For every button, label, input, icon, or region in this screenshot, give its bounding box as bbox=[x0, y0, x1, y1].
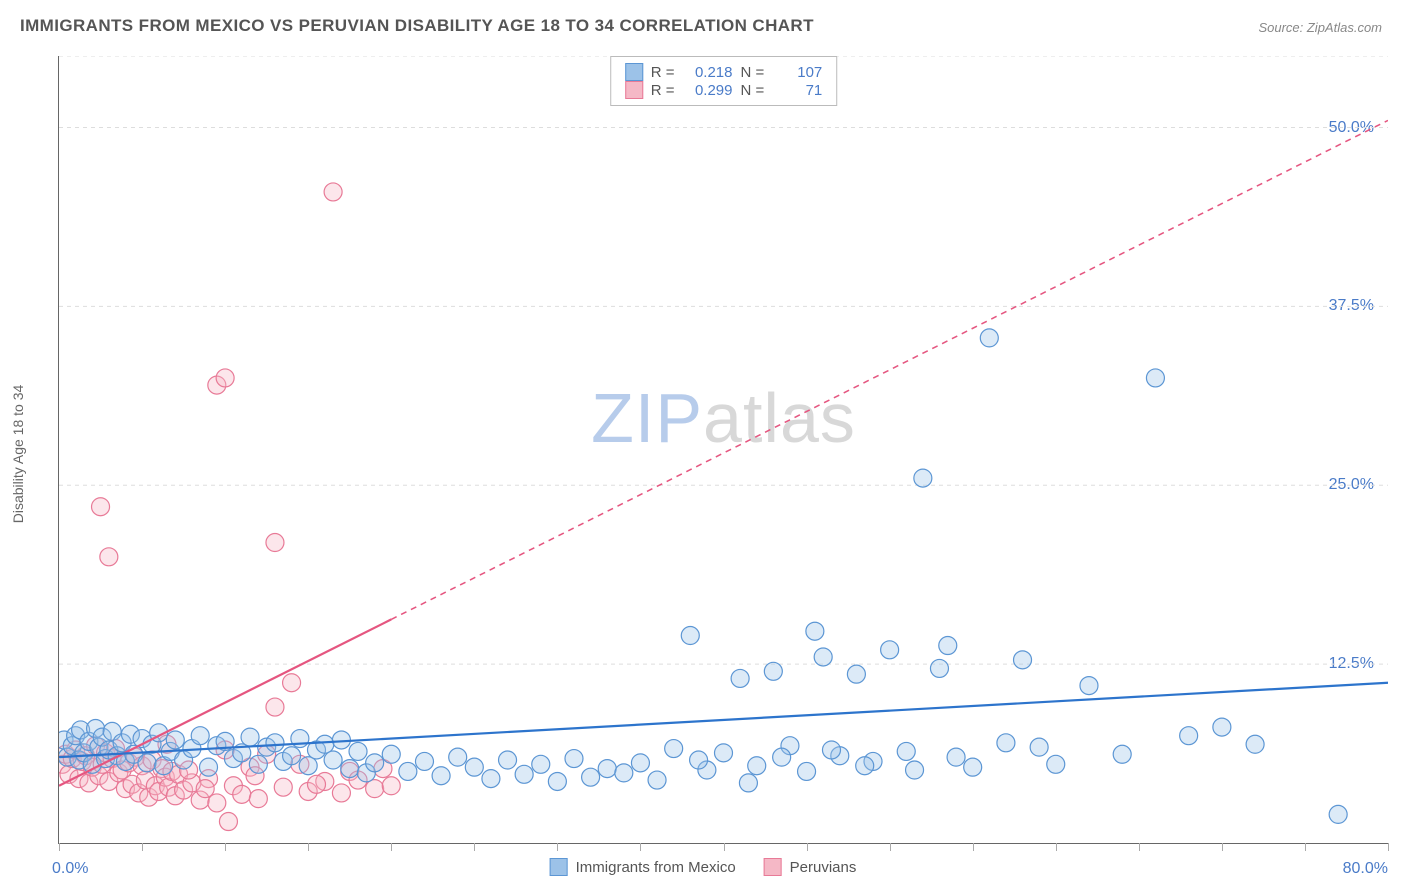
x-tick bbox=[59, 843, 60, 851]
x-tick bbox=[142, 843, 143, 851]
x-tick bbox=[640, 843, 641, 851]
swatch-pink-bottom bbox=[764, 858, 782, 876]
source-attribution: Source: ZipAtlas.com bbox=[1258, 20, 1382, 35]
x-tick bbox=[890, 843, 891, 851]
x-tick bbox=[474, 843, 475, 851]
x-tick bbox=[1222, 843, 1223, 851]
legend-label-blue: Immigrants from Mexico bbox=[576, 859, 736, 876]
x-tick bbox=[391, 843, 392, 851]
n-value-pink: 71 bbox=[772, 82, 822, 99]
series-legend: Immigrants from Mexico Peruvians bbox=[550, 858, 857, 876]
y-axis-title: Disability Age 18 to 34 bbox=[10, 385, 26, 524]
n-label: N = bbox=[741, 82, 765, 99]
x-max-label: 80.0% bbox=[1343, 860, 1388, 878]
correlation-legend: R = 0.218 N = 107 R = 0.299 N = 71 bbox=[610, 56, 838, 106]
swatch-pink bbox=[625, 81, 643, 99]
legend-label-pink: Peruvians bbox=[790, 859, 857, 876]
x-tick bbox=[225, 843, 226, 851]
r-label: R = bbox=[651, 64, 675, 81]
x-tick bbox=[1139, 843, 1140, 851]
r-value-blue: 0.218 bbox=[683, 64, 733, 81]
x-tick bbox=[1305, 843, 1306, 851]
swatch-blue bbox=[625, 63, 643, 81]
x-tick bbox=[807, 843, 808, 851]
n-value-blue: 107 bbox=[772, 64, 822, 81]
r-label: R = bbox=[651, 82, 675, 99]
swatch-blue-bottom bbox=[550, 858, 568, 876]
x-tick bbox=[308, 843, 309, 851]
x-tick bbox=[1056, 843, 1057, 851]
legend-row-blue: R = 0.218 N = 107 bbox=[625, 63, 823, 81]
x-tick bbox=[557, 843, 558, 851]
n-label: N = bbox=[741, 64, 765, 81]
x-tick bbox=[973, 843, 974, 851]
x-tick bbox=[724, 843, 725, 851]
legend-item-pink: Peruvians bbox=[764, 858, 857, 876]
plot-area: ZIPatlas R = 0.218 N = 107 R = 0.299 N =… bbox=[58, 56, 1388, 844]
chart-title: IMMIGRANTS FROM MEXICO VS PERUVIAN DISAB… bbox=[20, 16, 814, 36]
legend-row-pink: R = 0.299 N = 71 bbox=[625, 81, 823, 99]
r-value-pink: 0.299 bbox=[683, 82, 733, 99]
legend-item-blue: Immigrants from Mexico bbox=[550, 858, 736, 876]
plot-svg bbox=[59, 56, 1388, 843]
x-tick bbox=[1388, 843, 1389, 851]
x-min-label: 0.0% bbox=[52, 860, 88, 878]
